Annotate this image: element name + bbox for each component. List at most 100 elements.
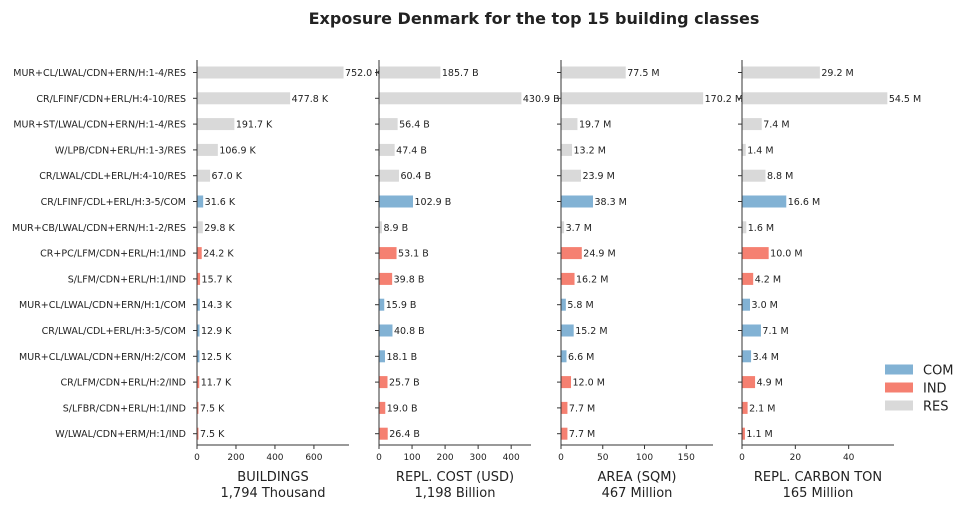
bar (742, 66, 820, 79)
bar (197, 324, 200, 337)
category-label: CR/LFINF/CDL+ERL/H:3-5/COM (41, 197, 186, 208)
bar (197, 169, 211, 182)
data-label: 13.2 M (574, 145, 606, 156)
data-label: 47.4 B (396, 145, 427, 156)
x-tick-label: 0 (376, 453, 382, 463)
bar (379, 427, 388, 440)
category-label: MUR+ST/LWAL/CDN+ERN/H:1-4/RES (13, 120, 186, 131)
x-axis-total: 1,198 Billion (415, 486, 496, 501)
data-label: 77.5 M (627, 68, 659, 79)
bar (561, 169, 581, 182)
bar (379, 247, 397, 260)
data-label: 7.1 M (762, 326, 788, 337)
category-label: S/LFM/CDN+ERL/H:1/IND (68, 274, 186, 285)
x-tick-label: 400 (503, 453, 520, 463)
bar (197, 350, 200, 363)
bar (561, 247, 582, 260)
x-tick-label: 0 (194, 453, 200, 463)
data-label: 102.9 B (415, 197, 452, 208)
bar (561, 272, 575, 285)
data-label: 752.0 K (345, 68, 382, 79)
category-label: CR+PC/LFM/CDN+ERL/H:1/IND (40, 249, 186, 260)
bar (742, 221, 747, 234)
data-label: 25.7 B (389, 378, 420, 389)
bar (742, 298, 750, 311)
data-label: 29.2 M (821, 68, 853, 79)
bar (197, 298, 200, 311)
bar (561, 350, 567, 363)
data-label: 1.4 M (747, 145, 773, 156)
category-label: MUR+CL/LWAL/CDN+ERN/H:1/COM (19, 300, 186, 311)
bar (197, 427, 199, 440)
data-label: 39.8 B (394, 274, 425, 285)
data-label: 7.7 M (569, 403, 595, 414)
data-label: 14.3 K (201, 300, 232, 311)
bar (561, 143, 573, 156)
bar (379, 376, 388, 389)
data-label: 11.7 K (201, 378, 232, 389)
data-label: 40.8 B (394, 326, 425, 337)
x-tick-label: 50 (597, 453, 609, 463)
category-label: MUR+CB/LWAL/CDN+ERN/H:1-2/RES (12, 223, 186, 234)
bar (561, 118, 578, 131)
bar (197, 272, 201, 285)
data-label: 24.2 K (203, 249, 234, 260)
bar (197, 247, 202, 260)
x-axis-label: REPL. CARBON TON (754, 470, 882, 485)
bar (379, 143, 395, 156)
category-label: CR/LFINF/CDN+ERL/H:4-10/RES (36, 94, 186, 105)
bar (742, 350, 752, 363)
bar (742, 247, 769, 260)
bar (379, 350, 385, 363)
category-labels: MUR+CL/LWAL/CDN+ERN/H:1-4/RES CR/LFINF/CD… (12, 68, 186, 440)
bar (561, 66, 626, 79)
bar (379, 221, 382, 234)
category-label: CR/LWAL/CDL+ERL/H:3-5/COM (42, 326, 186, 337)
bar (379, 92, 522, 105)
bar (561, 195, 593, 208)
legend-swatch (885, 400, 913, 411)
data-label: 3.4 M (753, 352, 779, 363)
category-label: MUR+CL/LWAL/CDN+ERN/H:1-4/RES (13, 68, 186, 79)
x-tick-label: 0 (558, 453, 564, 463)
bar (742, 143, 746, 156)
x-axis-label: BUILDINGS (237, 470, 308, 485)
data-label: 185.7 B (442, 68, 479, 79)
data-label: 5.8 M (567, 300, 593, 311)
data-label: 170.2 M (705, 94, 743, 105)
x-tick-label: 200 (227, 453, 244, 463)
data-label: 15.2 M (575, 326, 607, 337)
data-label: 53.1 B (398, 249, 429, 260)
data-label: 3.7 M (566, 223, 592, 234)
x-tick-label: 200 (436, 453, 453, 463)
data-label: 8.9 B (383, 223, 408, 234)
bar (742, 401, 748, 414)
data-label: 15.7 K (202, 274, 233, 285)
data-label: 7.5 K (200, 403, 225, 414)
bar (742, 324, 761, 337)
category-label: W/LWAL/CDN+ERM/H:1/IND (55, 429, 186, 440)
data-label: 106.9 K (219, 145, 256, 156)
bar (197, 66, 344, 79)
data-label: 430.9 B (523, 94, 560, 105)
bar (197, 143, 218, 156)
data-label: 23.9 M (582, 171, 614, 182)
x-tick-label: 40 (843, 453, 855, 463)
bar (197, 195, 204, 208)
data-label: 8.8 M (767, 171, 793, 182)
x-tick-label: 100 (403, 453, 420, 463)
data-label: 26.4 B (389, 429, 420, 440)
bar (561, 376, 572, 389)
x-tick-label: 100 (636, 453, 653, 463)
data-label: 15.9 B (386, 300, 417, 311)
data-label: 6.6 M (568, 352, 594, 363)
category-label: CR/LFM/CDN+ERL/H:2/IND (60, 378, 186, 389)
data-label: 38.3 M (594, 197, 626, 208)
x-tick-label: 600 (305, 453, 322, 463)
panel: 77.5 M 170.2 M 19.7 M 13.2 M 23.9 M 38.3 M 3.7… (557, 60, 743, 501)
x-axis-total: 467 Million (602, 486, 673, 501)
legend-label: COM (923, 364, 954, 379)
bar (742, 272, 754, 285)
data-label: 31.6 K (205, 197, 236, 208)
